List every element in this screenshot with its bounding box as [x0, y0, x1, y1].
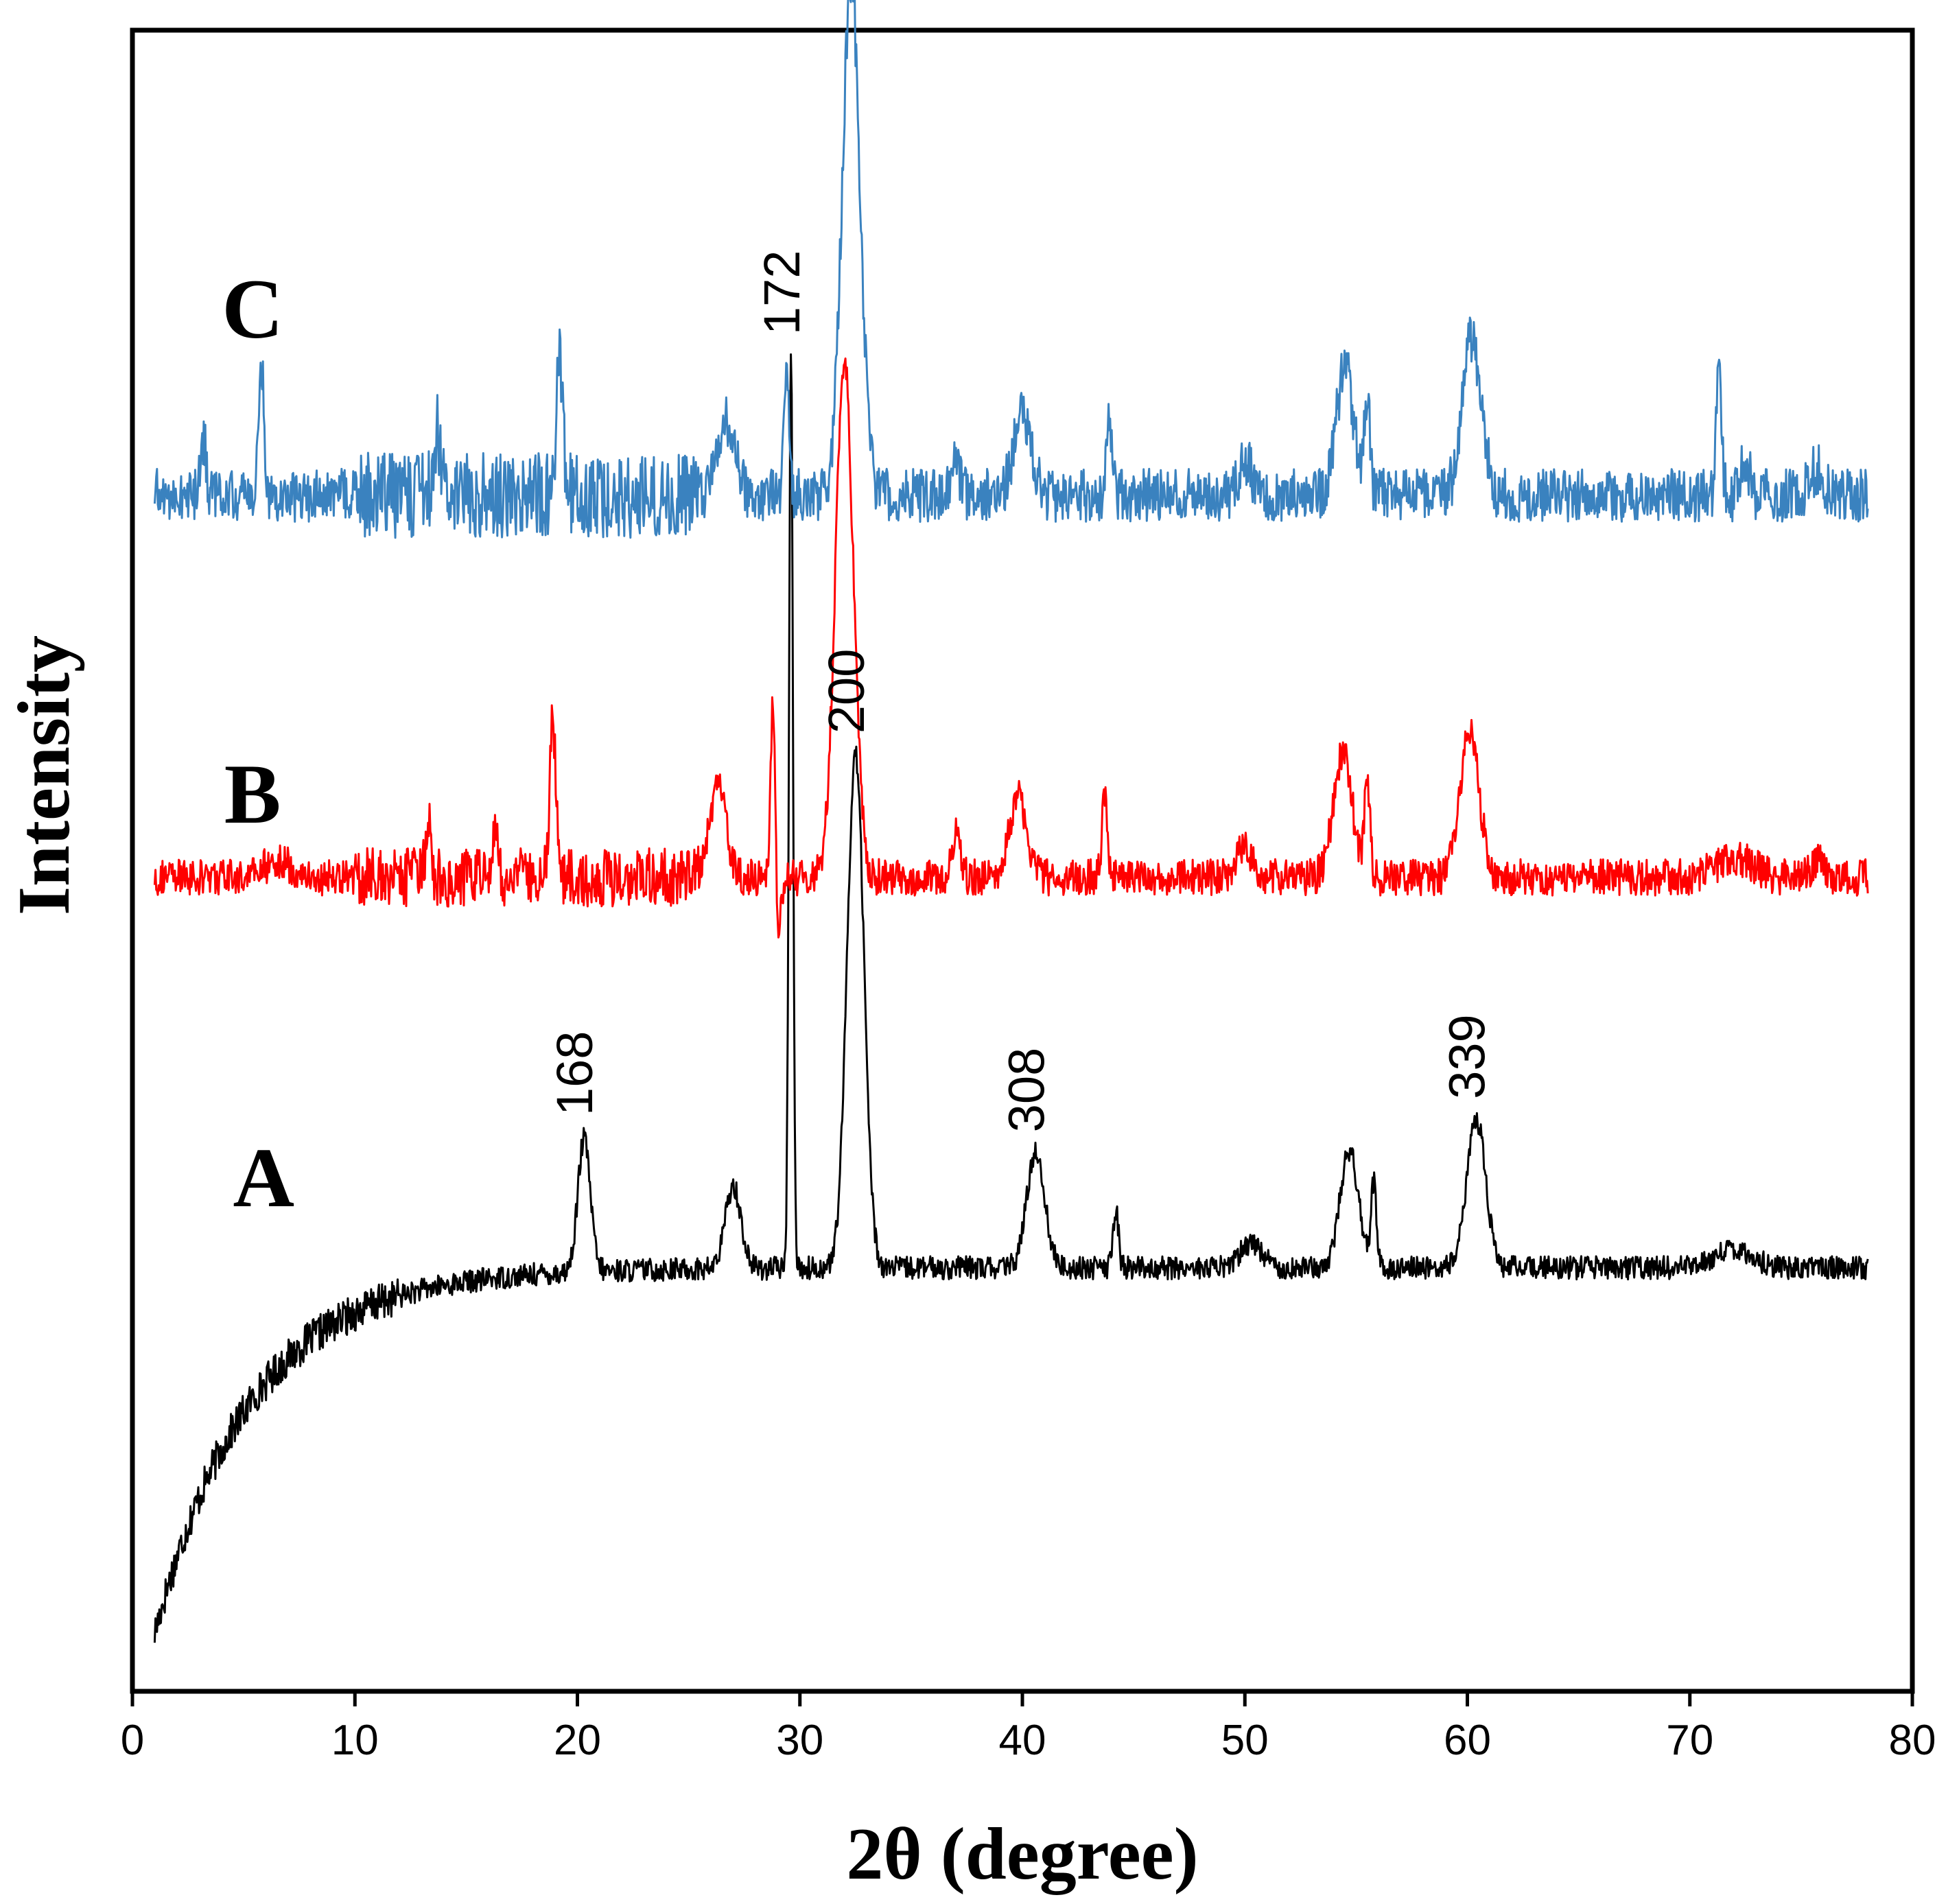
series-label-A: A: [233, 1131, 295, 1225]
series-line-C: [153, 0, 1869, 539]
y-axis-title: Intensity: [3, 635, 85, 915]
series-label-C: C: [222, 262, 283, 356]
x-tick-label: 60: [1444, 1717, 1491, 1764]
x-axis-title: 2θ (degree): [846, 1813, 1198, 1895]
x-tick-label: 20: [554, 1717, 601, 1764]
x-tick-label: 40: [999, 1717, 1046, 1764]
x-tick-label: 50: [1221, 1717, 1269, 1764]
peak-label: 308: [998, 1048, 1055, 1132]
series-line-A: [153, 353, 1869, 1643]
x-axis-ticks: 0 10 20 30 40 50 60 70 80: [121, 1691, 1936, 1764]
x-tick-label: 10: [331, 1717, 379, 1764]
x-tick-label: 70: [1666, 1717, 1713, 1764]
labels-layer: A 168 172 200 308 339 B C: [222, 250, 1495, 1225]
peak-label: 200: [818, 649, 875, 733]
peak-label: 168: [546, 1031, 603, 1116]
x-tick-label: 0: [121, 1717, 144, 1764]
peak-label: 339: [1439, 1014, 1496, 1098]
series-layer: [153, 0, 1869, 1643]
x-tick-label: 80: [1889, 1717, 1936, 1764]
series-line-B: [153, 357, 1869, 939]
peak-label: 172: [753, 250, 810, 335]
series-label-B: B: [224, 747, 281, 841]
x-tick-label: 30: [776, 1717, 823, 1764]
